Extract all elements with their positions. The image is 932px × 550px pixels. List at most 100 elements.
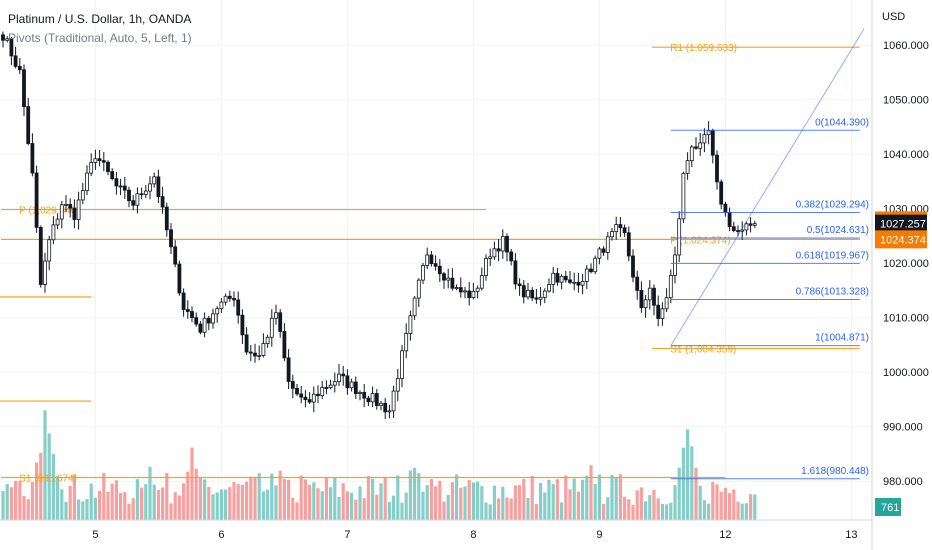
candle (425, 254, 430, 266)
candle (173, 246, 178, 265)
candle (5, 38, 10, 41)
candle (143, 190, 148, 195)
volume-bar (543, 492, 547, 520)
candle (605, 236, 610, 253)
indicator-label[interactable]: Pivots (Traditional, Auto, 5, Left, 1) (8, 31, 192, 45)
candle (643, 299, 648, 309)
currency-label: USD (882, 11, 905, 23)
volume-bar (287, 479, 291, 520)
volume-bar (249, 476, 253, 520)
candle (500, 236, 505, 252)
candle (328, 384, 333, 389)
candle (198, 323, 203, 333)
candle (584, 268, 589, 282)
fib-level-label: 0(1044.390) (815, 117, 869, 128)
volume-bar (18, 481, 22, 520)
x-tick-label: 9 (596, 529, 602, 541)
y-tick-label: 1020.000 (883, 258, 929, 270)
volume-bar (639, 487, 643, 520)
volume-bar (723, 487, 727, 520)
candle (34, 172, 39, 228)
candle (568, 279, 572, 283)
volume-bar (64, 501, 68, 520)
candle (551, 272, 556, 285)
volume-bar (534, 504, 538, 520)
candle (131, 200, 136, 206)
volume-bar (568, 489, 572, 520)
volume-bar (312, 482, 316, 520)
volume-bar (446, 494, 450, 520)
candle (219, 301, 224, 310)
pivot-label: S1 (980.674) (19, 474, 77, 485)
fib-level-label: 0.786(1013.328) (796, 287, 869, 298)
volume-bar (72, 474, 76, 520)
candle (122, 185, 127, 191)
volume-bar (354, 499, 358, 520)
volume-bar (463, 486, 467, 520)
volume-bar (291, 497, 295, 520)
fib-trend-line (670, 28, 865, 346)
volume-bar (119, 492, 123, 520)
volume-bar (467, 480, 471, 520)
volume-bar (576, 491, 580, 520)
candle (622, 227, 627, 234)
volume-bar (513, 485, 517, 520)
volume-bar (165, 473, 169, 520)
volume-bars (1, 410, 757, 520)
volume-bar (673, 485, 677, 520)
volume-bar (198, 477, 202, 520)
candle (185, 309, 190, 312)
volume-bar (602, 503, 606, 520)
y-tick-label: 980.000 (883, 476, 923, 488)
candle (702, 134, 707, 144)
candle (160, 196, 165, 208)
volume-bar (509, 498, 513, 520)
candle (689, 146, 694, 161)
candle (211, 313, 215, 324)
volume-bar (308, 484, 312, 520)
volume-bar (85, 499, 89, 520)
volume-bar (711, 481, 715, 520)
volume-bar (26, 499, 30, 520)
volume-bar (14, 480, 18, 520)
volume-bar (677, 467, 681, 520)
fib-level-label: 0.5(1024.631) (807, 225, 869, 236)
candle (744, 223, 749, 231)
candle (589, 268, 593, 273)
candle (202, 317, 207, 333)
candle (106, 161, 110, 172)
candle (215, 308, 220, 315)
candle (395, 377, 400, 392)
volume-bar (236, 483, 240, 520)
volume-bar (337, 496, 341, 520)
y-tick-label: 1050.000 (883, 95, 929, 107)
volume-bar (77, 499, 81, 520)
volume-bar (702, 500, 706, 520)
candle (164, 206, 169, 231)
symbol-title[interactable]: Platinum / U.S. Dollar, 1h, OANDA (8, 12, 192, 26)
candle (85, 172, 89, 191)
candle (169, 229, 173, 248)
volume-bar (156, 489, 160, 520)
volume-bar (387, 502, 391, 520)
candle (68, 203, 73, 209)
volume-bar (665, 504, 669, 520)
volume-bar (371, 478, 375, 520)
fib-level-label: 0.618(1019.967) (796, 250, 869, 261)
candle (534, 297, 539, 300)
candle (311, 393, 316, 403)
candle (244, 334, 249, 353)
candle (72, 207, 77, 220)
candle (59, 204, 64, 220)
candle (97, 158, 102, 161)
volume-bar (715, 484, 719, 520)
volume-bar (350, 492, 354, 520)
volume-bar (690, 446, 694, 520)
candle (177, 263, 182, 294)
candle (135, 193, 140, 206)
volume-bar (547, 479, 551, 520)
volume-bar (681, 447, 685, 520)
candle (127, 189, 131, 202)
volume-bar (232, 481, 236, 520)
